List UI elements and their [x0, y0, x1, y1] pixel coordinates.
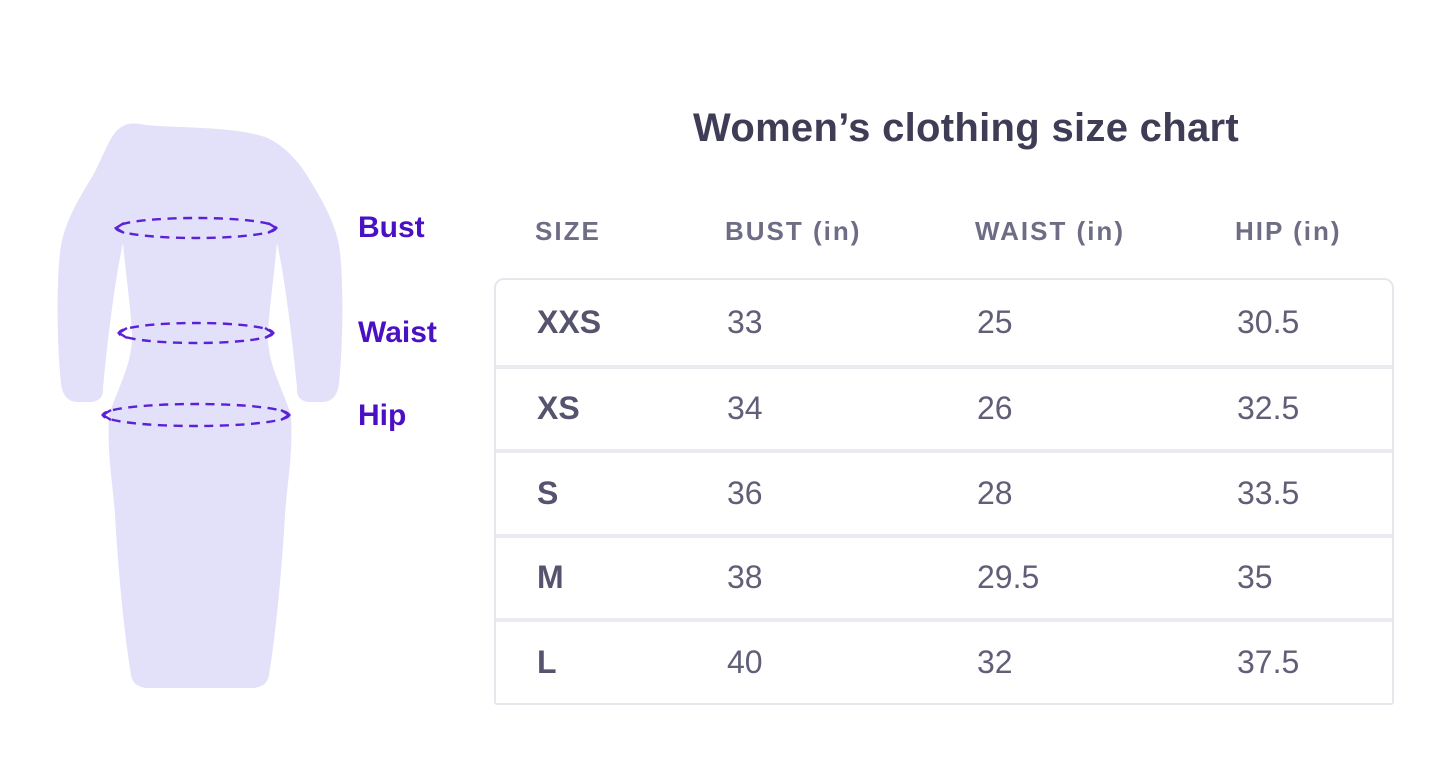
- table-row: L 40 32 37.5: [496, 618, 1392, 703]
- table-row: XS 34 26 32.5: [496, 364, 1392, 450]
- size-cell: L: [537, 643, 557, 680]
- value-cell: 37.5: [1237, 643, 1300, 680]
- waist-measure-line: [116, 321, 276, 345]
- value-cell: 26: [977, 390, 1013, 427]
- page-title: Women’s clothing size chart: [693, 106, 1239, 150]
- size-table: XXS 33 25 30.5 XS 34 26 32.5 S 36 28 33.5 M 38 29.5 35 L…: [494, 278, 1394, 705]
- value-cell: 32: [977, 643, 1013, 680]
- value-cell: 33.5: [1237, 474, 1300, 511]
- column-header: WAIST (in): [975, 216, 1125, 246]
- value-cell: 30.5: [1237, 303, 1300, 340]
- column-header: HIP (in): [1235, 216, 1342, 246]
- size-cell: M: [537, 559, 564, 596]
- value-cell: 38: [727, 559, 763, 596]
- table-header-row: SIZE BUST (in) WAIST (in) HIP (in): [494, 216, 1394, 246]
- waist-label: Waist: [358, 316, 437, 349]
- value-cell: 25: [977, 303, 1013, 340]
- table-row: M 38 29.5 35: [496, 533, 1392, 619]
- column-header: BUST (in): [725, 216, 862, 246]
- value-cell: 29.5: [977, 559, 1040, 596]
- size-cell: S: [537, 474, 559, 511]
- value-cell: 36: [727, 474, 763, 511]
- value-cell: 34: [727, 390, 763, 427]
- bust-label: Bust: [358, 211, 425, 244]
- size-cell: XS: [537, 390, 580, 427]
- value-cell: 35: [1237, 559, 1273, 596]
- table-row: XXS 33 25 30.5: [496, 280, 1392, 365]
- size-cell: XXS: [537, 303, 602, 340]
- bust-measure-line: [113, 216, 279, 240]
- value-cell: 28: [977, 474, 1013, 511]
- hip-measure-line: [100, 402, 292, 428]
- value-cell: 32.5: [1237, 390, 1300, 427]
- dress-silhouette: [57, 123, 343, 689]
- value-cell: 33: [727, 303, 763, 340]
- column-header: SIZE: [535, 216, 601, 246]
- table-row: S 36 28 33.5: [496, 449, 1392, 534]
- dress-illustration: [57, 123, 343, 689]
- hip-label: Hip: [358, 399, 407, 432]
- value-cell: 40: [727, 643, 763, 680]
